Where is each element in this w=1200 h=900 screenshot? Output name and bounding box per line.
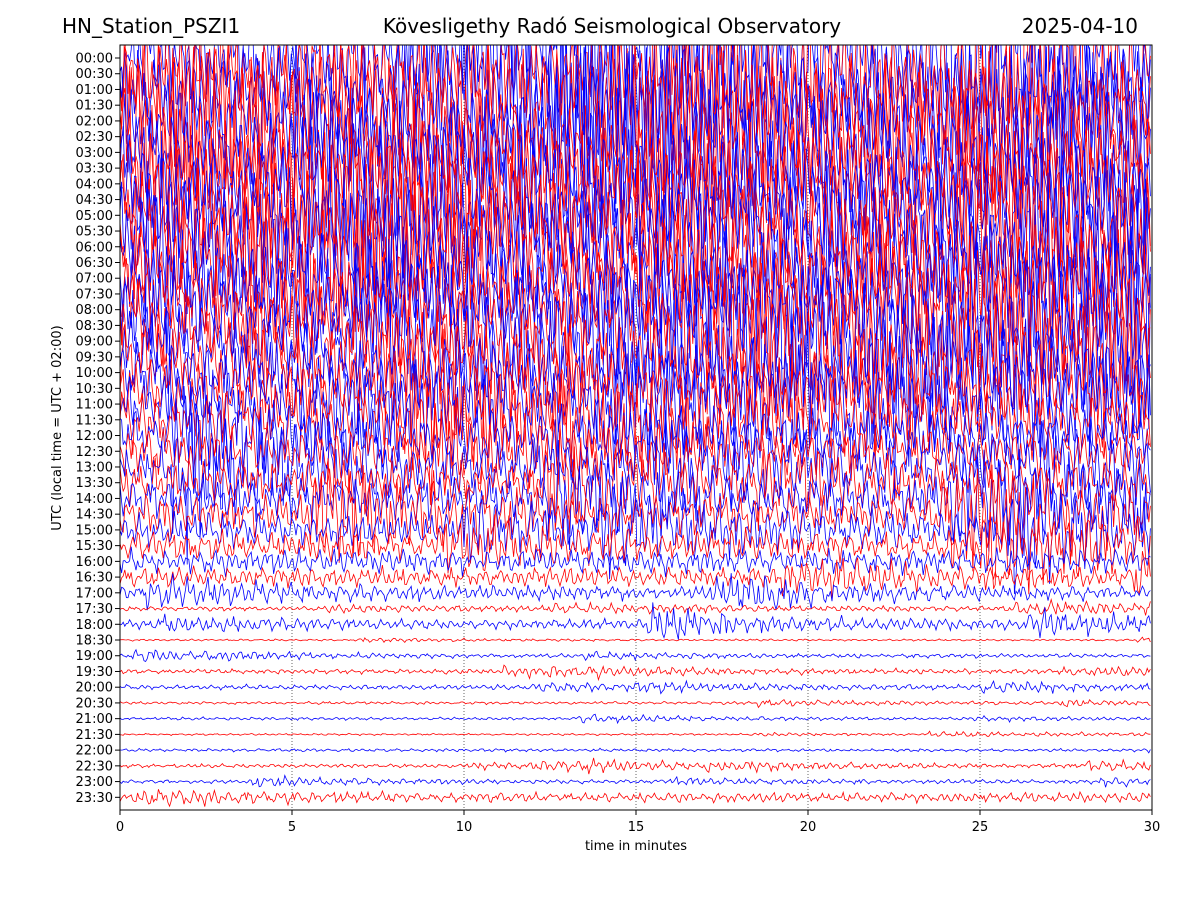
y-tick-label: 23:00: [76, 775, 113, 790]
y-tick-label: 05:30: [76, 225, 113, 240]
trace-0730: [120, 218, 1151, 358]
trace-1630: [120, 551, 1151, 600]
y-tick-label: 07:00: [76, 272, 113, 287]
y-tick-label: 03:00: [76, 146, 113, 161]
y-axis-label: UTC (local time = UTC + 02:00): [50, 325, 65, 530]
y-tick-label: 18:30: [76, 634, 113, 649]
x-tick-label: 0: [116, 820, 124, 835]
y-tick-label: 07:30: [76, 287, 113, 302]
observatory-title: Kövesligethy Radó Seismological Observat…: [382, 14, 842, 38]
trace-2230: [120, 757, 1151, 775]
y-tick-label: 08:00: [76, 303, 113, 318]
y-tick-label: 06:00: [76, 240, 113, 255]
trace-2100: [120, 713, 1151, 725]
x-axis-label: time in minutes: [585, 839, 687, 854]
y-tick-label: 05:00: [76, 209, 113, 224]
trace-1500: [120, 474, 1151, 595]
trace-2000: [120, 679, 1151, 695]
y-tick-label: 09:30: [76, 350, 113, 365]
x-tick-label: 30: [1144, 820, 1161, 835]
x-tick-label: 15: [628, 820, 645, 835]
trace-2030: [120, 698, 1151, 709]
y-tick-label: 02:00: [76, 114, 113, 129]
trace-1830: [120, 636, 1151, 644]
y-tick-label: 23:30: [76, 791, 113, 806]
x-tick-label: 10: [456, 820, 473, 835]
y-tick-label: 14:30: [76, 508, 113, 523]
trace-1530: [120, 511, 1151, 595]
trace-2200: [120, 747, 1151, 754]
y-tick-label: 12:00: [76, 429, 113, 444]
y-tick-label: 03:30: [76, 162, 113, 177]
y-tick-label: 11:00: [76, 398, 113, 413]
y-tick-label: 00:30: [76, 67, 113, 82]
trace-1900: [120, 648, 1151, 663]
y-tick-label: 09:00: [76, 335, 113, 350]
y-tick-label: 19:00: [76, 649, 113, 664]
y-tick-label: 22:00: [76, 744, 113, 759]
trace-1400: [120, 439, 1151, 557]
y-tick-label: 13:30: [76, 476, 113, 491]
y-tick-label: 15:30: [76, 539, 113, 554]
y-tick-label: 19:30: [76, 665, 113, 680]
y-tick-label: 02:30: [76, 130, 113, 145]
trace-0830: [120, 204, 1151, 472]
y-axis: 00:0000:3001:0001:3002:0002:3003:0003:30…: [76, 52, 120, 806]
trace-1700: [120, 573, 1151, 611]
y-tick-label: 11:30: [76, 413, 113, 428]
y-tick-label: 17:00: [76, 586, 113, 601]
y-tick-label: 16:30: [76, 571, 113, 586]
y-tick-label: 08:30: [76, 319, 113, 334]
y-tick-label: 04:00: [76, 177, 113, 192]
y-tick-label: 18:00: [76, 618, 113, 633]
x-tick-label: 25: [972, 820, 989, 835]
y-tick-label: 22:30: [76, 759, 113, 774]
y-tick-label: 21:30: [76, 728, 113, 743]
trace-2300: [120, 774, 1151, 788]
y-tick-label: 04:30: [76, 193, 113, 208]
y-tick-label: 06:30: [76, 256, 113, 271]
y-tick-label: 16:00: [76, 555, 113, 570]
seismic-traces: [120, 45, 1151, 808]
x-tick-label: 20: [800, 820, 817, 835]
trace-1730: [120, 597, 1151, 616]
trace-2130: [120, 730, 1151, 737]
y-tick-label: 01:00: [76, 83, 113, 98]
y-tick-label: 01:30: [76, 99, 113, 114]
y-tick-label: 21:00: [76, 712, 113, 727]
trace-1930: [120, 664, 1151, 682]
y-tick-label: 12:30: [76, 445, 113, 460]
y-tick-label: 10:30: [76, 382, 113, 397]
trace-2330: [120, 788, 1151, 808]
y-tick-label: 20:00: [76, 681, 113, 696]
x-tick-label: 5: [288, 820, 296, 835]
trace-1300: [120, 398, 1151, 565]
y-tick-label: 15:00: [76, 523, 113, 538]
record-date: 2025-04-10: [1021, 14, 1138, 38]
trace-1600: [120, 546, 1151, 578]
y-tick-label: 10:00: [76, 366, 113, 381]
y-tick-label: 00:00: [76, 52, 113, 67]
y-tick-label: 14:00: [76, 492, 113, 507]
y-tick-label: 20:30: [76, 696, 113, 711]
x-axis: 0 5 10 15 20 25 30: [116, 810, 1160, 835]
y-tick-label: 13:00: [76, 460, 113, 475]
trace-1800: [120, 602, 1151, 640]
y-tick-label: 17:30: [76, 602, 113, 617]
station-name: HN_Station_PSZI1: [62, 14, 241, 38]
